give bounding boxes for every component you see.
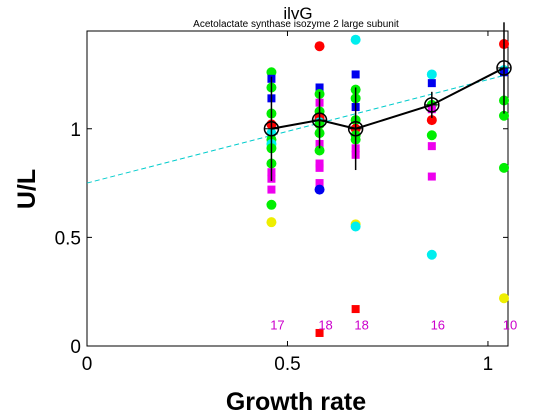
data-point-circle: [498, 162, 509, 173]
data-point-circle: [266, 217, 277, 228]
data-point-square: [351, 305, 360, 314]
sample-count-label: 17: [270, 317, 284, 332]
x-tick-label: 1: [483, 354, 494, 375]
y-tick-label: 1: [70, 120, 81, 141]
plot-area: [86, 30, 509, 347]
y-tick-label: 0.5: [55, 228, 81, 249]
data-point-circle: [314, 145, 325, 156]
data-point-square: [315, 159, 324, 168]
data-point-circle: [350, 221, 361, 232]
data-point-circle: [426, 130, 437, 141]
data-point-circle: [498, 293, 509, 304]
data-point-circle: [426, 69, 437, 80]
data-point-square: [315, 328, 324, 337]
data-point-circle: [426, 249, 437, 260]
data-point-circle: [266, 67, 277, 78]
x-tick-label: 0: [82, 354, 93, 375]
axes-layer: 0 0.5 1 0 0.5 1: [55, 31, 508, 375]
data-point-square: [315, 163, 324, 172]
sample-count-label: 18: [318, 317, 332, 332]
data-point-circle: [426, 115, 437, 126]
data-point-square: [315, 83, 324, 92]
counts-layer: 17 18 18 16 10: [270, 317, 517, 332]
x-tick-label: 0.5: [274, 354, 300, 375]
sample-count-label: 10: [503, 317, 517, 332]
data-point-square: [427, 79, 436, 88]
sample-count-label: 18: [354, 317, 368, 332]
y-axis-label: U/L: [13, 169, 41, 209]
data-point-square: [351, 70, 360, 79]
y-tick-label: 0: [70, 337, 81, 358]
chart-subtitle: Acetolactate synthase isozyme 2 large su…: [193, 19, 399, 30]
data-point-circle: [266, 199, 277, 210]
data-point-square: [267, 185, 276, 194]
data-point-circle: [314, 41, 325, 52]
fit-line: [86, 73, 509, 184]
fit-layer: [86, 73, 509, 184]
mean-layer: [263, 22, 512, 181]
data-point-square: [315, 179, 324, 188]
data-point-square: [427, 142, 436, 151]
x-axis-label: Growth rate: [226, 388, 366, 416]
data-point-square: [427, 172, 436, 181]
data-point-circle: [498, 110, 509, 121]
sample-count-label: 16: [431, 317, 445, 332]
chart-title: ilvG: [283, 4, 312, 23]
data-point-circle: [350, 34, 361, 45]
data-point-circle: [314, 184, 325, 195]
